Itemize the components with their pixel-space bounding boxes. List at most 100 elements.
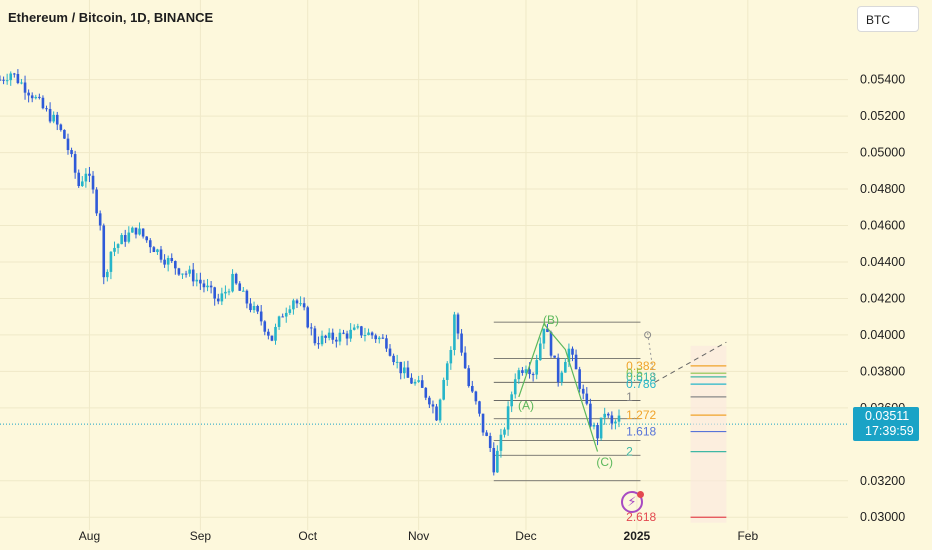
candle <box>471 380 474 393</box>
candle-body <box>381 337 385 339</box>
candle <box>360 325 363 339</box>
candle <box>553 355 556 358</box>
candle <box>77 169 81 188</box>
candle <box>216 293 220 305</box>
candle <box>52 111 55 124</box>
candle <box>599 417 603 441</box>
candle-body <box>492 447 496 473</box>
candle-body <box>410 377 413 384</box>
candle <box>145 236 149 243</box>
currency-button[interactable]: BTC <box>857 6 919 32</box>
candle <box>517 367 521 384</box>
candle-body <box>263 321 267 332</box>
candle-body <box>277 316 281 327</box>
candle-body <box>567 348 571 362</box>
candle <box>242 286 245 292</box>
candle <box>55 111 59 131</box>
candle-body <box>449 350 453 364</box>
candle-body <box>281 316 284 318</box>
candle-body <box>66 138 70 151</box>
candle-body <box>2 79 5 81</box>
y-tick-label: 0.04200 <box>860 291 905 305</box>
candle-body <box>574 354 578 370</box>
candle <box>367 328 370 336</box>
candle-body <box>399 361 403 374</box>
candle <box>5 73 9 85</box>
candle <box>274 323 277 345</box>
candle <box>403 361 406 379</box>
candle <box>606 412 610 418</box>
candle <box>449 346 453 370</box>
elliott-wave-path[interactable] <box>518 322 599 452</box>
candle <box>338 328 342 346</box>
candle-body <box>542 328 546 344</box>
candle-body <box>335 339 338 342</box>
candle-body <box>571 348 574 355</box>
candle <box>335 336 338 348</box>
candle-body <box>113 247 116 252</box>
lightning-icon[interactable]: ⚡ <box>621 491 644 513</box>
candle-body <box>5 80 9 82</box>
candle <box>134 227 138 239</box>
candle-body <box>213 287 216 299</box>
candle <box>41 95 45 110</box>
candle-body <box>177 268 181 275</box>
fib-level-label: 0.5 <box>626 366 643 380</box>
fib-level-label: 1.272 <box>626 408 656 422</box>
candle <box>542 328 546 349</box>
candle-body <box>610 415 614 424</box>
candle-body <box>292 300 295 310</box>
candle <box>191 262 195 287</box>
candle <box>453 311 456 356</box>
candle <box>249 298 252 313</box>
candle <box>370 331 374 339</box>
candle <box>91 171 95 194</box>
elliott-wave-label: (B) <box>543 313 559 327</box>
candle-body <box>206 285 209 288</box>
candle <box>478 400 481 417</box>
candle-body <box>363 335 367 337</box>
y-tick-label: 0.03200 <box>860 474 905 488</box>
candle-body <box>38 96 41 98</box>
candle-body <box>474 391 478 402</box>
fib-level-label: 0.786 <box>626 377 656 391</box>
candle <box>556 353 560 387</box>
candle <box>34 94 38 100</box>
candle <box>263 320 267 336</box>
candle-body <box>106 271 109 278</box>
chart-title: Ethereum / Bitcoin, 1D, BINANCE <box>8 10 214 25</box>
elliott-wave[interactable]: (A) (B) (C) <box>518 313 613 469</box>
candle-body <box>445 363 449 380</box>
candle-body <box>274 326 277 341</box>
candle <box>166 255 170 272</box>
candle-body <box>270 335 274 341</box>
candle <box>589 398 592 429</box>
candle-body <box>77 172 81 187</box>
candle-body <box>521 370 524 373</box>
candle <box>395 354 399 369</box>
candle-body <box>267 331 270 336</box>
candle <box>295 298 299 308</box>
candle-body <box>202 283 206 288</box>
candle-body <box>367 332 370 336</box>
x-tick-label: Sep <box>190 529 212 543</box>
candle <box>456 312 460 340</box>
candle-body <box>45 108 48 110</box>
candle <box>474 390 478 405</box>
candle <box>102 223 106 285</box>
candle-body <box>48 108 52 122</box>
candle-body <box>349 329 352 339</box>
candle-body <box>109 251 113 272</box>
candle <box>245 289 249 309</box>
candle <box>259 305 263 326</box>
candle-body <box>138 228 141 235</box>
projection-handle[interactable] <box>644 331 652 339</box>
candle-body <box>20 82 23 84</box>
candle-body <box>581 388 585 394</box>
candle-body <box>403 367 406 374</box>
candle <box>560 370 564 386</box>
candle-body <box>592 425 596 427</box>
candle <box>95 187 98 216</box>
